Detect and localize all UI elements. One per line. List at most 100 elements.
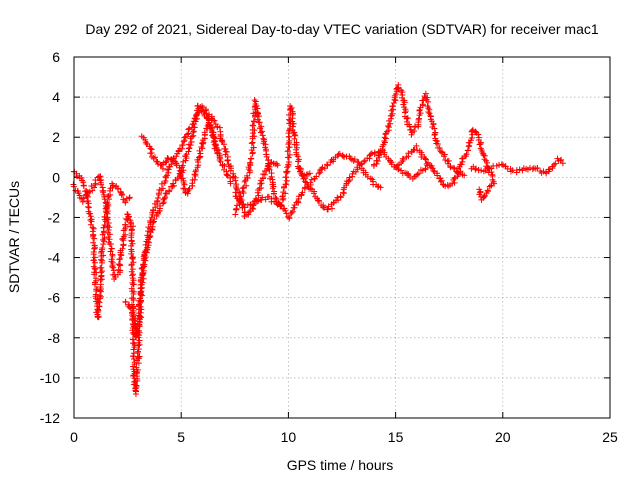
series-track-c <box>122 107 234 340</box>
data-point <box>115 186 122 193</box>
data-point <box>426 110 433 117</box>
data-point <box>164 155 171 162</box>
data-point <box>422 156 429 163</box>
data-point <box>440 153 447 160</box>
data-point <box>98 249 105 256</box>
data-point <box>320 204 327 211</box>
data-point <box>109 263 116 270</box>
data-point <box>285 141 292 148</box>
data-point <box>282 174 289 181</box>
data-point <box>452 174 459 181</box>
data-point <box>117 255 124 262</box>
data-point <box>283 169 290 176</box>
data-point <box>109 182 116 189</box>
data-point <box>110 264 117 271</box>
data-point <box>104 216 111 223</box>
data-point <box>195 154 202 161</box>
data-point <box>211 117 218 124</box>
data-point <box>89 187 96 194</box>
data-point <box>194 110 201 117</box>
data-point <box>405 150 412 157</box>
data-point <box>199 104 206 111</box>
data-point <box>91 259 98 266</box>
data-point <box>126 304 133 311</box>
data-point <box>294 153 301 160</box>
data-point <box>90 251 97 258</box>
data-point <box>516 166 523 173</box>
data-point <box>106 224 113 231</box>
data-point <box>437 148 444 155</box>
data-point <box>302 178 309 185</box>
data-point <box>464 147 471 154</box>
data-point <box>161 195 168 202</box>
data-point <box>447 164 454 171</box>
data-point <box>316 170 323 177</box>
x-axis-label: GPS time / hours <box>287 457 394 473</box>
data-point <box>186 125 193 132</box>
data-point <box>144 232 151 239</box>
data-point <box>249 149 256 156</box>
data-point <box>425 159 432 166</box>
data-point <box>155 195 162 202</box>
x-tick-label: 10 <box>281 429 297 445</box>
data-point <box>427 112 434 119</box>
y-tick-label: -10 <box>40 370 60 386</box>
data-point <box>422 165 429 172</box>
data-point <box>486 183 493 190</box>
data-point <box>197 150 204 157</box>
y-tick-label: 2 <box>52 129 60 145</box>
data-point <box>94 306 101 313</box>
data-point <box>159 200 166 207</box>
data-point <box>550 161 557 168</box>
data-point <box>151 154 158 161</box>
data-point <box>431 125 438 132</box>
data-point <box>307 185 314 192</box>
data-point <box>259 128 266 135</box>
data-point <box>185 187 192 194</box>
data-point <box>166 187 173 194</box>
data-point <box>158 180 165 187</box>
data-point <box>236 197 243 204</box>
data-point <box>436 145 443 152</box>
data-point <box>286 133 293 140</box>
data-point <box>364 173 371 180</box>
data-point <box>190 129 197 136</box>
data-point <box>291 135 298 142</box>
data-point <box>162 194 168 201</box>
data-point <box>233 205 240 212</box>
data-point <box>125 213 132 220</box>
data-point <box>90 225 97 232</box>
data-point <box>122 221 129 228</box>
data-point <box>140 275 147 282</box>
data-point <box>92 266 99 273</box>
data-point <box>162 190 169 197</box>
data-point <box>99 257 106 264</box>
data-point <box>387 120 394 127</box>
data-point <box>445 157 452 164</box>
data-point <box>133 382 140 389</box>
data-point <box>277 202 284 209</box>
data-point <box>306 170 313 177</box>
data-point <box>438 177 445 184</box>
data-point <box>101 196 108 203</box>
data-point <box>97 276 104 283</box>
data-point <box>96 173 103 180</box>
data-point <box>422 155 429 162</box>
data-point <box>185 126 192 133</box>
data-point <box>129 309 136 316</box>
x-tick-label: 25 <box>602 429 618 445</box>
data-point <box>189 124 196 131</box>
data-point <box>271 190 278 197</box>
data-point <box>140 262 147 269</box>
data-point <box>191 115 198 122</box>
data-point <box>190 118 197 125</box>
data-point <box>129 266 136 273</box>
series-track-d <box>138 113 281 220</box>
data-point <box>280 189 287 196</box>
data-point <box>147 217 154 224</box>
data-point <box>103 215 110 222</box>
data-point <box>100 238 107 245</box>
data-point <box>224 172 231 179</box>
data-point <box>243 182 250 189</box>
data-point <box>223 148 230 155</box>
